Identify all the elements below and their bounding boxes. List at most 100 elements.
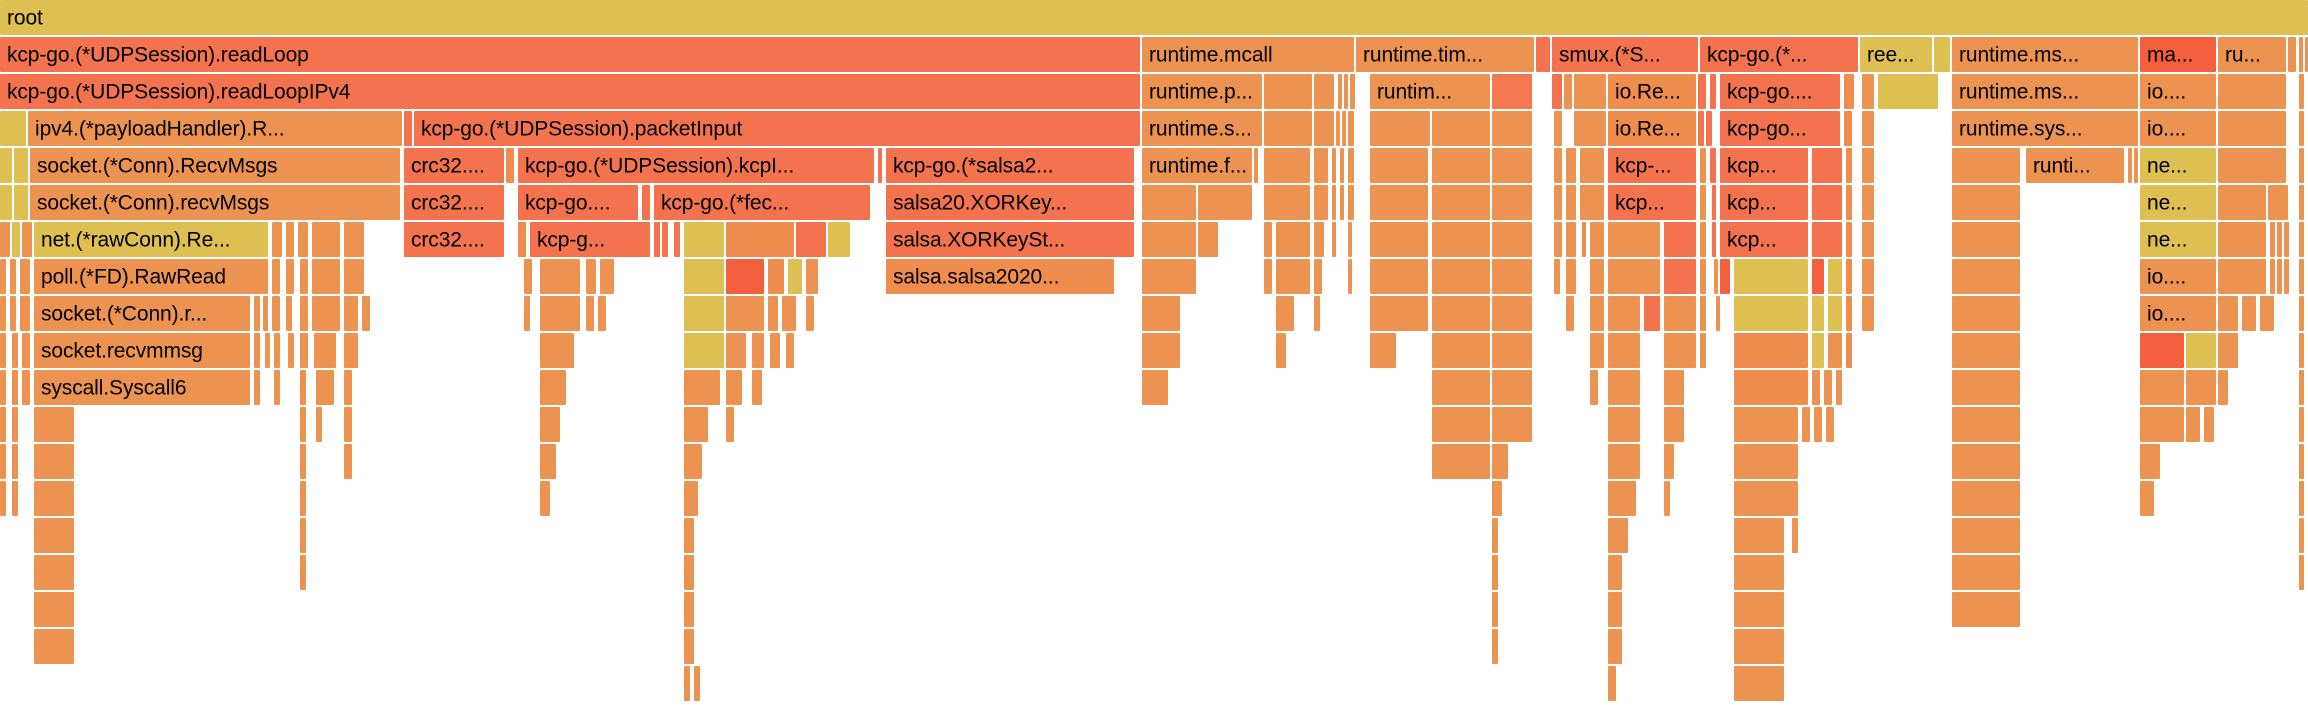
flame-frame[interactable] (518, 222, 526, 257)
flame-frame[interactable] (1862, 148, 1874, 183)
flame-frame[interactable] (2128, 148, 2132, 183)
flame-frame[interactable] (1862, 259, 1874, 294)
flame-frame[interactable] (286, 222, 294, 257)
flame-frame[interactable] (726, 222, 794, 257)
flame-frame[interactable] (1700, 185, 1706, 220)
flame-frame[interactable] (0, 444, 6, 479)
flame-frame[interactable] (684, 518, 694, 553)
flame-frame[interactable] (286, 296, 292, 331)
flame-frame[interactable] (2299, 111, 2304, 146)
flame-frame[interactable] (2218, 74, 2286, 109)
flame-frame[interactable] (1332, 185, 1336, 220)
flame-frame[interactable] (1344, 74, 1348, 109)
flame-frame[interactable] (1802, 407, 1810, 442)
flame-frame-ree[interactable]: ree... (1860, 37, 1932, 72)
flame-frame[interactable] (1142, 333, 1180, 368)
flame-frame[interactable] (1734, 481, 1798, 516)
flame-frame[interactable] (1734, 518, 1784, 553)
flame-frame[interactable] (2186, 407, 2200, 442)
flame-frame[interactable] (1734, 629, 1784, 664)
flame-frame[interactable] (314, 333, 336, 368)
flame-frame-ne[interactable]: ne... (2140, 185, 2216, 220)
flame-frame[interactable] (524, 296, 530, 331)
flame-frame[interactable] (265, 333, 270, 368)
flame-frame[interactable] (1846, 148, 1852, 183)
flame-frame[interactable] (1590, 222, 1604, 257)
flame-frame[interactable] (1952, 296, 2020, 331)
flame-frame[interactable] (300, 518, 306, 553)
flame-frame[interactable] (286, 259, 294, 294)
flame-frame[interactable] (1846, 296, 1852, 331)
flame-frame-socket-conn-r[interactable]: socket.(*Conn).r... (34, 296, 250, 331)
flame-frame[interactable] (782, 296, 796, 331)
flame-frame[interactable] (1566, 259, 1576, 294)
flame-frame[interactable] (1734, 370, 1808, 405)
flame-frame[interactable] (1492, 74, 1532, 109)
flame-frame[interactable] (2186, 333, 2216, 368)
flame-frame[interactable] (272, 259, 280, 294)
flame-frame[interactable] (1492, 629, 1498, 664)
flame-frame[interactable] (0, 259, 6, 294)
flame-frame-kcp-go-salsa2[interactable]: kcp-go.(*salsa2... (886, 148, 1134, 183)
flame-frame[interactable] (1952, 444, 2020, 479)
flame-frame-salsa-salsa2020[interactable]: salsa.salsa2020... (886, 259, 1114, 294)
flame-frame[interactable] (1952, 592, 2020, 627)
flame-frame[interactable] (1492, 333, 1532, 368)
flame-frame[interactable] (1574, 111, 1606, 146)
flame-frame[interactable] (684, 666, 690, 701)
flame-frame[interactable] (1142, 222, 1196, 257)
flame-frame[interactable] (1812, 333, 1824, 368)
flame-frame[interactable] (12, 222, 20, 257)
flame-frame[interactable] (1836, 370, 1842, 405)
flame-frame-io-re[interactable]: io.Re... (1608, 74, 1696, 109)
flame-frame[interactable] (684, 296, 724, 331)
flame-frame[interactable] (300, 481, 306, 516)
flame-frame[interactable] (12, 370, 18, 405)
flame-frame[interactable] (1370, 296, 1428, 331)
flame-frame-kcp-go-fec[interactable]: kcp-go.(*fec... (654, 185, 870, 220)
flame-frame[interactable] (1432, 296, 1490, 331)
flame-frame[interactable] (684, 444, 702, 479)
flame-frame[interactable] (1254, 148, 1258, 183)
flame-frame[interactable] (1264, 259, 1272, 294)
flame-frame[interactable] (540, 333, 574, 368)
flame-frame[interactable] (1952, 148, 2020, 183)
flame-frame-runtime-f[interactable]: runtime.f... (1142, 148, 1252, 183)
flame-frame[interactable] (1828, 296, 1842, 331)
flame-frame[interactable] (1142, 370, 1168, 405)
flame-frame-ne[interactable]: ne... (2140, 222, 2216, 257)
flame-frame[interactable] (0, 481, 6, 516)
flame-frame[interactable] (12, 481, 18, 516)
flame-frame[interactable] (1336, 111, 1340, 146)
flame-frame[interactable] (1340, 185, 1344, 220)
flame-frame[interactable] (1608, 259, 1660, 294)
flame-frame[interactable] (254, 333, 260, 368)
flame-frame[interactable] (1492, 481, 1502, 516)
flame-frame[interactable] (684, 222, 724, 257)
flame-frame[interactable] (788, 259, 802, 294)
flame-frame-smux-s[interactable]: smux.(*S... (1552, 37, 1698, 72)
flame-frame[interactable] (1264, 111, 1312, 146)
flame-frame[interactable] (1828, 259, 1842, 294)
flame-frame[interactable] (316, 370, 334, 405)
flame-frame[interactable] (14, 148, 28, 183)
flame-frame[interactable] (1608, 296, 1640, 331)
flame-frame[interactable] (300, 407, 306, 442)
flame-frame[interactable] (2204, 407, 2214, 442)
flame-frame[interactable] (1348, 259, 1352, 294)
flame-frame[interactable] (1492, 111, 1532, 146)
flame-frame-net-rawconn-re[interactable]: net.(*rawConn).Re... (34, 222, 268, 257)
flame-frame[interactable] (1536, 37, 1550, 72)
flame-frame[interactable] (1590, 296, 1604, 331)
flame-frame[interactable] (1952, 259, 2020, 294)
flame-frame[interactable] (2218, 259, 2266, 294)
flame-frame[interactable] (1554, 222, 1562, 257)
flame-frame[interactable] (274, 333, 280, 368)
flame-frame[interactable] (1608, 555, 1622, 590)
flame-frame-kcp-go[interactable]: kcp-go.(*... (1700, 37, 1858, 72)
flame-frame[interactable] (298, 222, 308, 257)
flame-frame[interactable] (1846, 222, 1852, 257)
flame-frame[interactable] (1492, 592, 1498, 627)
flame-frame[interactable] (1432, 185, 1490, 220)
